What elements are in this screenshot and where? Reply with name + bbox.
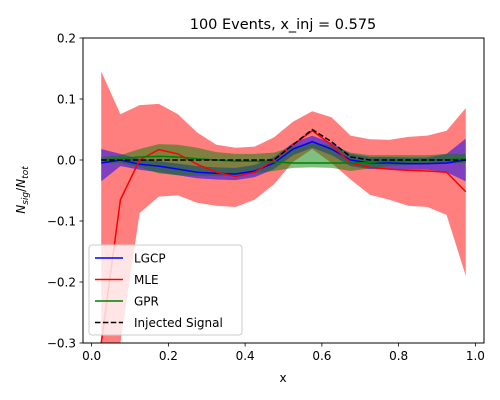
x-axis-label: x (279, 371, 286, 385)
x-tick-label: 1.0 (466, 349, 485, 363)
line-lgcp (101, 140, 466, 175)
legend: LGCP MLE GPR Injected Signal (88, 244, 243, 336)
x-tick-label: 0.2 (159, 349, 178, 363)
x-axis-ticks: 0.0 0.2 0.4 0.6 0.8 1.0 (82, 343, 485, 363)
line-gpr (101, 155, 466, 164)
y-tick-label: 0.1 (57, 92, 76, 106)
y-axis-label: Nsig/Ntot (14, 166, 31, 214)
chart-title: 100 Events, x_inj = 0.575 (190, 17, 377, 33)
series-lines (100, 128, 467, 343)
legend-label: GPR (134, 294, 159, 308)
y-axis-ticks: −0.3 −0.2 −0.1 0.0 0.1 0.2 (47, 31, 83, 350)
line-injected-signal (101, 128, 466, 161)
band-mle (101, 71, 466, 344)
x-tick-label: 0.6 (312, 349, 331, 363)
x-tick-label: 0.4 (236, 349, 255, 363)
y-tick-label: 0.2 (57, 31, 76, 45)
legend-label: Injected Signal (134, 316, 223, 330)
legend-box (88, 244, 243, 336)
y-tick-label: −0.2 (47, 275, 76, 289)
x-tick-label: 0.0 (82, 349, 101, 363)
legend-label: LGCP (134, 251, 166, 265)
plot-frame (82, 37, 485, 344)
y-tick-label: −0.1 (47, 214, 76, 228)
y-tick-label: 0.0 (57, 153, 76, 167)
y-tick-label: −0.3 (47, 336, 76, 350)
x-tick-label: 0.8 (389, 349, 408, 363)
legend-label: MLE (134, 273, 159, 287)
